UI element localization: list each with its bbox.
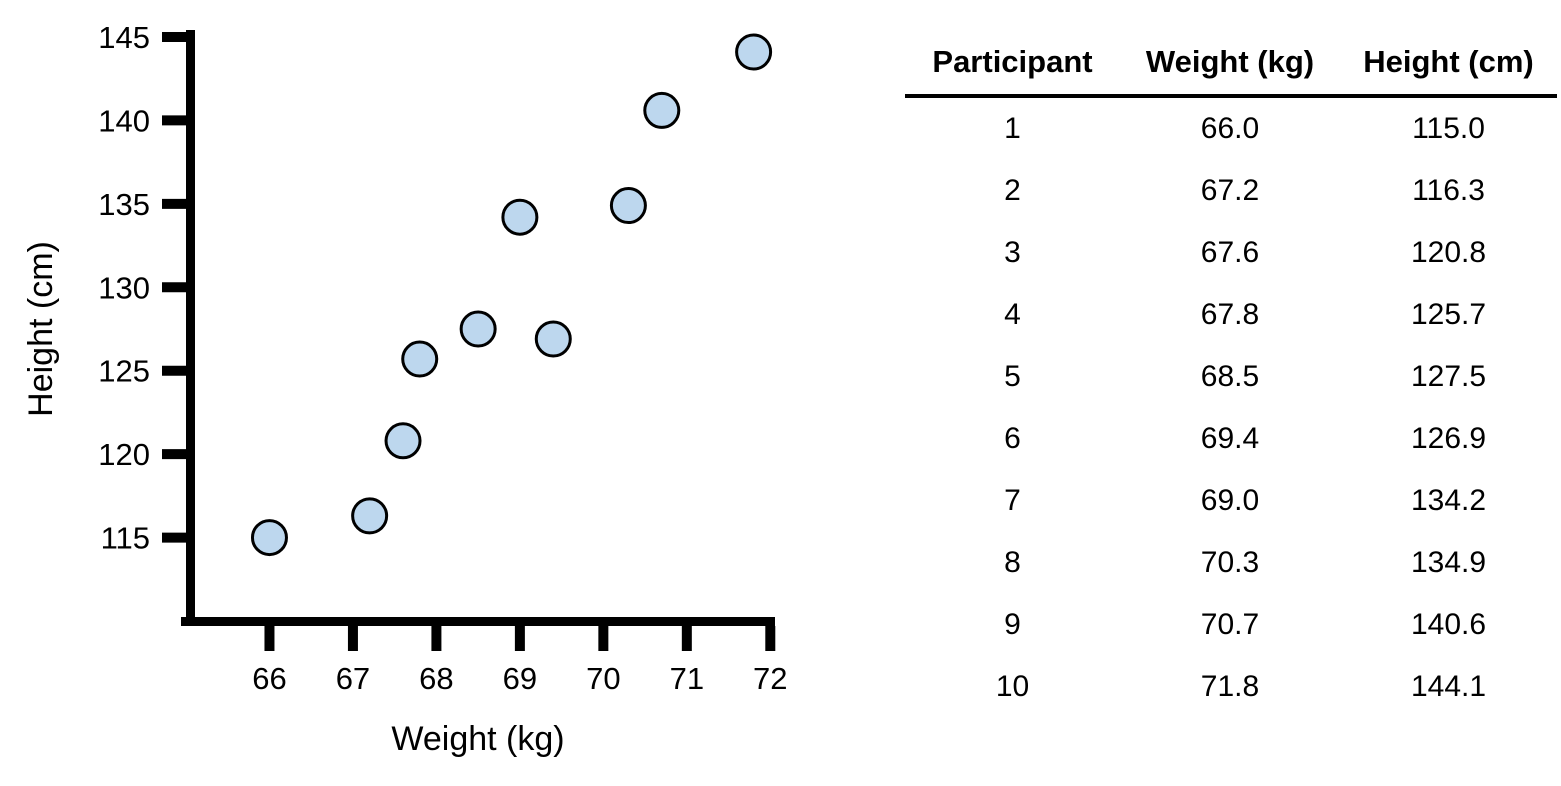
table-row: 6 69.4 126.9: [905, 408, 1557, 470]
scatter-point: [534, 320, 572, 358]
weight-cell: 70.3: [1200, 546, 1260, 579]
participant-cell: 5: [1004, 360, 1021, 393]
height-cell: 134.9: [1410, 546, 1487, 579]
y-tick-label: 140: [98, 103, 150, 138]
participant-cell: 8: [1004, 546, 1021, 579]
scatter-point: [459, 310, 497, 348]
participant-cell: 4: [1004, 298, 1021, 331]
x-tick-label: 68: [419, 661, 453, 696]
scatter-plot: 115 120 125 130 135 140 145 66 67 68 69 70 71 72 Weig…: [22, 20, 788, 758]
x-tick-label: 71: [670, 661, 704, 696]
table-row: 3 67.6 120.8: [905, 222, 1557, 284]
weight-cell: 67.6: [1200, 236, 1260, 269]
y-tick-label: 115: [101, 521, 150, 556]
participant-cell: 7: [1004, 484, 1021, 517]
table-body: 1 66.0 115.0 2 67.2 116.3 3 67.6 120.8 4 67.8 125.7…: [905, 96, 1557, 718]
height-cell: 144.1: [1410, 670, 1487, 703]
x-tick-label: 66: [252, 661, 286, 696]
scatter-point: [501, 198, 539, 236]
scatter-point: [643, 91, 681, 129]
height-cell: 125.7: [1410, 298, 1487, 331]
weight-cell: 66.0: [1200, 112, 1260, 145]
participants-table: Participant Weight (kg) Height (cm) 1 66.…: [905, 40, 1557, 718]
scatter-point: [735, 33, 773, 71]
height-cell: 115.0: [1412, 112, 1485, 145]
weight-cell: 69.4: [1200, 422, 1260, 455]
scatter-chart-panel: 115 120 125 130 135 140 145 66 67 68 69 70 71 72 Weig…: [22, 20, 788, 758]
weight-cell: 71.8: [1200, 670, 1260, 703]
table-row: 4 67.8 125.7: [905, 284, 1557, 346]
participant-cell: 3: [1004, 236, 1021, 269]
height-cell: 126.9: [1410, 422, 1487, 455]
table-row: 1 66.0 115.0: [905, 96, 1557, 160]
table-row: 9 70.7 140.6: [905, 594, 1557, 656]
table-row: 7 69.0 134.2: [905, 470, 1557, 532]
weight-cell: 68.5: [1200, 360, 1260, 393]
scatter-point: [351, 497, 389, 535]
col-header-participant: Participant: [905, 40, 1120, 98]
y-tick-label: 130: [98, 270, 150, 305]
col-header-weight: Weight (kg): [1120, 40, 1340, 98]
table-row: 8 70.3 134.9: [905, 532, 1557, 594]
y-tick-label: 145: [98, 20, 150, 55]
participant-cell: 10: [995, 670, 1030, 703]
x-tick-label: 70: [586, 661, 620, 696]
height-cell: 127.5: [1410, 360, 1487, 393]
table-header-row: Participant Weight (kg) Height (cm): [905, 40, 1557, 98]
data-table-panel: Participant Weight (kg) Height (cm) 1 66.…: [905, 40, 1557, 718]
scatter-point: [401, 340, 439, 378]
weight-cell: 67.8: [1200, 298, 1260, 331]
participant-cell: 6: [1004, 422, 1021, 455]
weight-cell: 69.0: [1200, 484, 1260, 517]
y-tick-label: 125: [98, 354, 150, 389]
table-row: 2 67.2 116.3: [905, 160, 1557, 222]
col-header-height: Height (cm): [1340, 40, 1557, 98]
y-tick-label: 135: [98, 187, 150, 222]
participant-cell: 9: [1004, 608, 1021, 641]
height-cell: 140.6: [1410, 608, 1487, 641]
y-tick-label: 120: [98, 437, 150, 472]
table-row: 5 68.5 127.5: [905, 346, 1557, 408]
x-tick-label: 67: [336, 661, 370, 696]
y-axis-title: Height (cm): [22, 241, 60, 417]
x-axis-title: Weight (kg): [391, 720, 564, 758]
x-tick-label: 69: [503, 661, 537, 696]
x-tick-label: 72: [753, 661, 787, 696]
participant-cell: 2: [1004, 174, 1021, 207]
height-cell: 116.3: [1412, 174, 1485, 207]
scatter-point: [384, 422, 422, 460]
height-cell: 120.8: [1410, 236, 1487, 269]
scatter-point: [609, 187, 647, 225]
weight-cell: 70.7: [1200, 608, 1260, 641]
table-row: 10 71.8 144.1: [905, 656, 1557, 718]
weight-cell: 67.2: [1200, 174, 1260, 207]
participant-cell: 1: [1004, 112, 1021, 145]
scatter-point: [250, 519, 288, 557]
height-cell: 134.2: [1410, 484, 1487, 517]
